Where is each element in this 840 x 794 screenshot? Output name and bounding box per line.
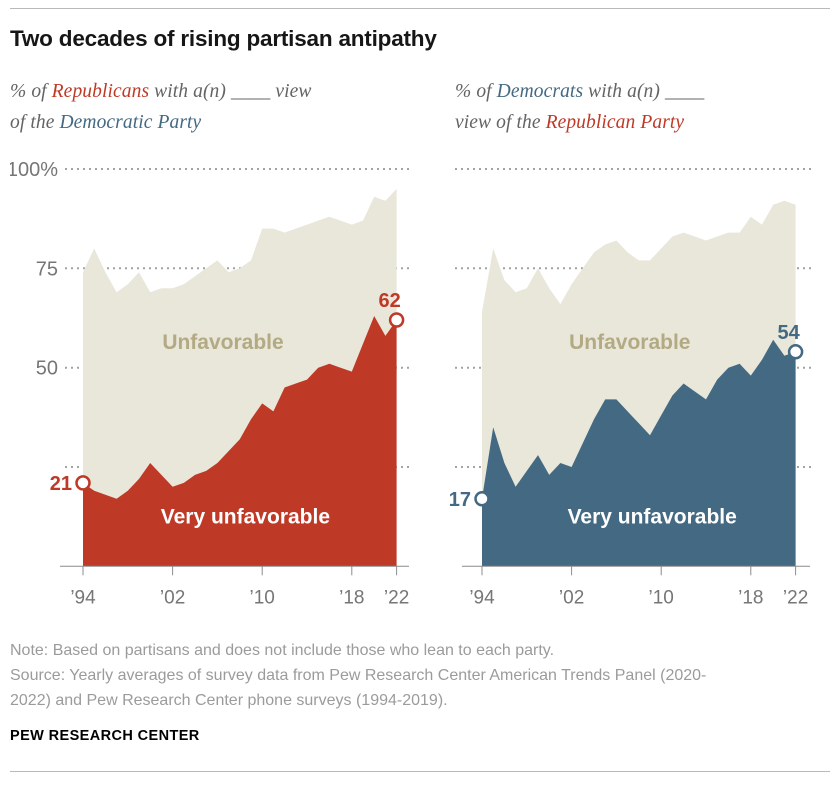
chart-republicans: 100% 75 50 ’94 ’02 ’10 ’18 ’22 Unfavorable Very u…	[7, 152, 420, 629]
subtitle-line: % of Republicans with a(n) ____ view	[10, 76, 455, 107]
chart-democrats: ’94 ’02 ’10 ’18 ’22 Unfavorable Very unfavorab…	[420, 152, 830, 629]
top-border	[10, 8, 830, 9]
chart-democrats-svg: ’94 ’02 ’10 ’18 ’22 Unfavorable Very unfavorab…	[449, 168, 815, 608]
subtitle-republicans: % of Republicans with a(n) ____ view of t…	[10, 76, 455, 138]
area-label-unfavorable: Unfavorable	[162, 331, 283, 354]
subtitle-part: Republican Party	[545, 112, 685, 133]
subtitle-row: % of Republicans with a(n) ____ view of t…	[10, 76, 830, 138]
area-label-very-unfavorable: Very unfavorable	[568, 506, 737, 529]
point-marker-62	[388, 312, 405, 328]
x-tick-label: ’22	[783, 587, 808, 608]
pew-wordmark: PEW RESEARCH CENTER	[10, 728, 200, 744]
subtitle-part: % of	[455, 81, 497, 102]
y-tick-label: 100%	[10, 159, 58, 181]
note-text: Note: Based on partisans and does not in…	[10, 642, 555, 659]
area-very-unfavorable	[482, 339, 796, 567]
value-label: 54	[777, 322, 800, 344]
area-very-unfavorable	[83, 316, 397, 567]
source-text: Source: Yearly averages of survey data f…	[10, 667, 707, 709]
subtitle-line: of the Democratic Party	[10, 107, 455, 138]
x-tick-label: ’94	[469, 587, 495, 608]
x-tick-label: ’22	[384, 587, 409, 608]
area-label-very-unfavorable: Very unfavorable	[161, 506, 330, 529]
value-label: 17	[449, 489, 471, 511]
subtitle-democrats: % of Democrats with a(n) ____ view of the…	[455, 76, 830, 138]
value-label: 21	[50, 473, 72, 495]
point-marker-21	[75, 475, 91, 491]
chart-republicans-svg: 100% 75 50 ’94 ’02 ’10 ’18 ’22 Unfavorable Very u…	[7, 159, 410, 608]
subtitle-part: Republicans	[51, 81, 150, 102]
subtitle-line: view of the Republican Party	[455, 107, 830, 138]
point-marker-54	[787, 344, 804, 360]
point-marker-17	[474, 491, 490, 507]
x-tick-label: ’02	[559, 587, 584, 608]
area-label-unfavorable: Unfavorable	[569, 331, 690, 354]
subtitle-part: of the	[10, 112, 60, 133]
x-tick-label: ’18	[339, 587, 364, 608]
subtitle-part: % of	[10, 81, 52, 102]
x-tick-label: ’94	[70, 587, 96, 608]
notes-block: Note: Based on partisans and does not in…	[10, 638, 720, 713]
subtitle-part: with a(n) ____	[583, 81, 705, 102]
x-tick-label: ’10	[250, 587, 275, 608]
value-label: 62	[378, 290, 400, 312]
page-title: Two decades of rising partisan antipathy	[10, 26, 437, 51]
subtitle-part: view of the	[455, 112, 546, 133]
x-tick-label: ’10	[649, 587, 674, 608]
charts-row: 100% 75 50 ’94 ’02 ’10 ’18 ’22 Unfavorable Very u…	[7, 152, 830, 629]
bottom-border	[10, 771, 830, 772]
subtitle-part: Democrats	[496, 81, 584, 102]
y-tick-label: 75	[36, 258, 58, 280]
subtitle-part: with a(n) ____ view	[149, 81, 312, 102]
x-tick-label: ’18	[738, 587, 763, 608]
x-tick-label: ’02	[160, 587, 185, 608]
subtitle-part: Democratic Party	[59, 112, 202, 133]
pew-infographic: { "page": { "title": "Two decades of ris…	[0, 8, 840, 794]
subtitle-line: % of Democrats with a(n) ____	[455, 76, 830, 107]
y-tick-label: 50	[36, 358, 58, 380]
